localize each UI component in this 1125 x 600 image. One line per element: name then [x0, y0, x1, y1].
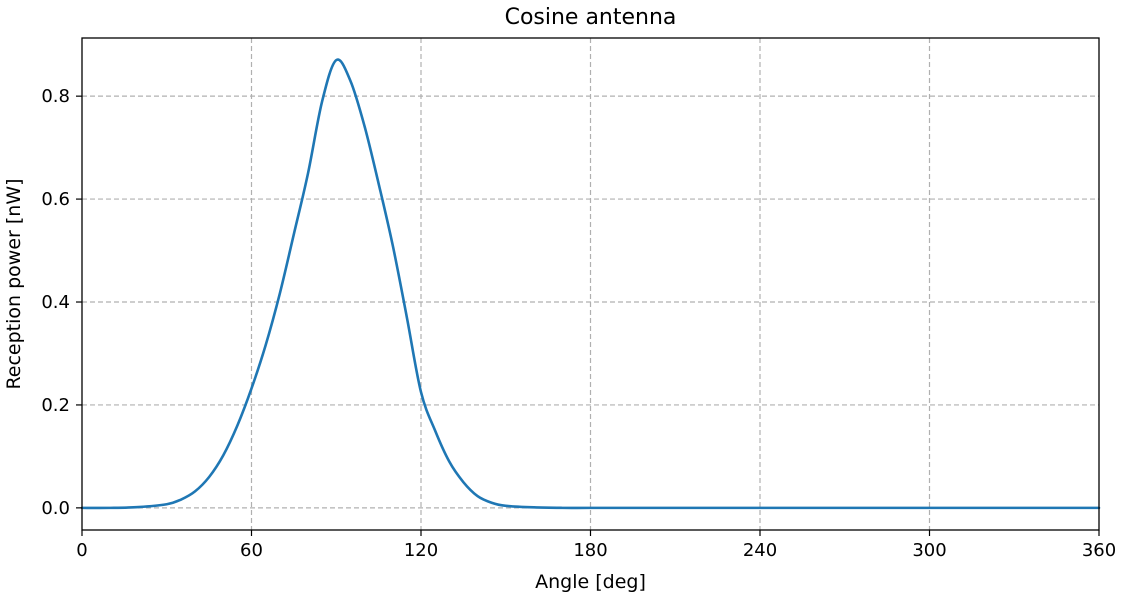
x-tick-label: 180 [573, 540, 607, 561]
chart-title: Cosine antenna [505, 5, 677, 30]
series-line-0 [80, 58, 1101, 510]
y-tick-label: 0.2 [41, 395, 70, 416]
series-layer [80, 58, 1101, 510]
x-tick-label: 0 [76, 540, 87, 561]
x-axis-label: Angle [deg] [535, 571, 646, 593]
y-axis-label: Reception power [nW] [3, 178, 25, 389]
y-tick-label: 0.6 [41, 189, 70, 210]
x-tick-label: 240 [743, 540, 777, 561]
grid [82, 38, 1099, 530]
x-tick-label: 300 [912, 540, 946, 561]
y-tick-label: 0.8 [41, 86, 70, 107]
y-axis: 0.0 0.2 0.4 0.6 0.8 [41, 86, 82, 519]
y-tick-label: 0.0 [41, 498, 70, 519]
x-tick-label: 120 [404, 540, 438, 561]
x-tick-label: 60 [240, 540, 263, 561]
y-tick-label: 0.4 [41, 292, 70, 313]
x-tick-label: 360 [1082, 540, 1116, 561]
x-axis: 0 60 120 180 240 300 360 [76, 530, 1116, 561]
